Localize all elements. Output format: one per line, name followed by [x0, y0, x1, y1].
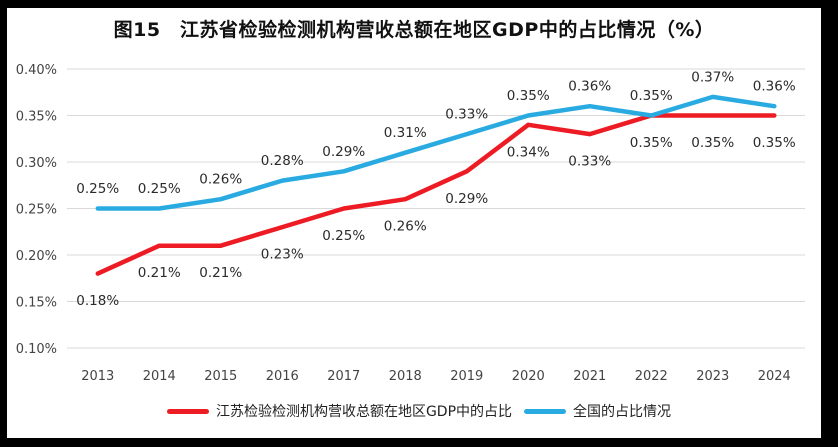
data-label: 0.29%: [322, 144, 365, 160]
x-axis-tick-label: 2018: [389, 369, 422, 384]
x-axis-tick-label: 2024: [758, 369, 791, 384]
chart-title: 图15 江苏省检验检测机构营收总额在地区GDP中的占比情况（%）: [113, 19, 715, 41]
data-label: 0.29%: [445, 191, 488, 207]
x-axis-tick-label: 2016: [266, 369, 299, 384]
legend-item: 江苏检验检测机构营收总额在地区GDP中的占比: [166, 401, 513, 421]
chart-legend: 江苏检验检测机构营收总额在地区GDP中的占比 全国的占比情况: [0, 401, 838, 421]
x-axis-tick-label: 2017: [327, 369, 360, 384]
data-label: 0.28%: [261, 153, 304, 169]
x-axis-tick-label: 2021: [573, 369, 606, 384]
y-axis-tick-label: 0.15%: [16, 296, 57, 311]
data-label: 0.25%: [138, 181, 181, 197]
data-label: 0.35%: [507, 88, 550, 104]
legend-label: 江苏检验检测机构营收总额在地区GDP中的占比: [215, 404, 513, 420]
data-label: 0.21%: [138, 265, 181, 281]
data-label: 0.34%: [507, 144, 550, 160]
data-label: 0.25%: [322, 228, 365, 244]
data-label: 0.26%: [199, 172, 242, 188]
x-axis-tick-label: 2014: [143, 369, 176, 384]
legend-label: 全国的占比情况: [573, 404, 672, 420]
data-label: 0.33%: [568, 154, 611, 170]
series-line: [95, 113, 777, 276]
y-axis-tick-label: 0.40%: [16, 63, 57, 78]
data-label: 0.18%: [76, 293, 119, 309]
y-axis-tick-label: 0.35%: [16, 110, 57, 125]
data-label: 0.31%: [384, 125, 427, 141]
data-label: 0.36%: [568, 79, 611, 95]
legend-item: 全国的占比情况: [524, 401, 671, 421]
data-label: 0.35%: [691, 135, 734, 151]
x-axis-tick-label: 2020: [512, 369, 545, 384]
data-label: 0.35%: [630, 88, 673, 104]
data-label: 0.36%: [753, 79, 796, 95]
y-axis-tick-label: 0.20%: [16, 249, 57, 264]
legend-line-swatch: [524, 408, 567, 414]
y-axis-tick-label: 0.10%: [16, 342, 57, 357]
y-axis-tick-label: 0.25%: [16, 203, 57, 218]
data-label: 0.23%: [261, 247, 304, 263]
legend-line-swatch: [166, 408, 209, 414]
x-axis-tick-label: 2013: [81, 369, 114, 384]
data-label: 0.35%: [753, 135, 796, 151]
x-axis-tick-label: 2015: [204, 369, 237, 384]
data-label: 0.33%: [445, 107, 488, 123]
data-label: 0.25%: [76, 181, 119, 197]
chart-canvas: 图15 江苏省检验检测机构营收总额在地区GDP中的占比情况（%）: [7, 8, 821, 438]
series-line: [95, 94, 777, 211]
data-label: 0.37%: [691, 69, 734, 85]
data-label: 0.26%: [384, 219, 427, 235]
y-axis-tick-label: 0.30%: [16, 156, 57, 171]
x-axis-tick-label: 2023: [696, 369, 729, 384]
data-label: 0.35%: [630, 135, 673, 151]
data-label: 0.21%: [199, 265, 242, 281]
x-axis-tick-label: 2019: [450, 369, 483, 384]
x-axis-tick-label: 2022: [635, 369, 668, 384]
